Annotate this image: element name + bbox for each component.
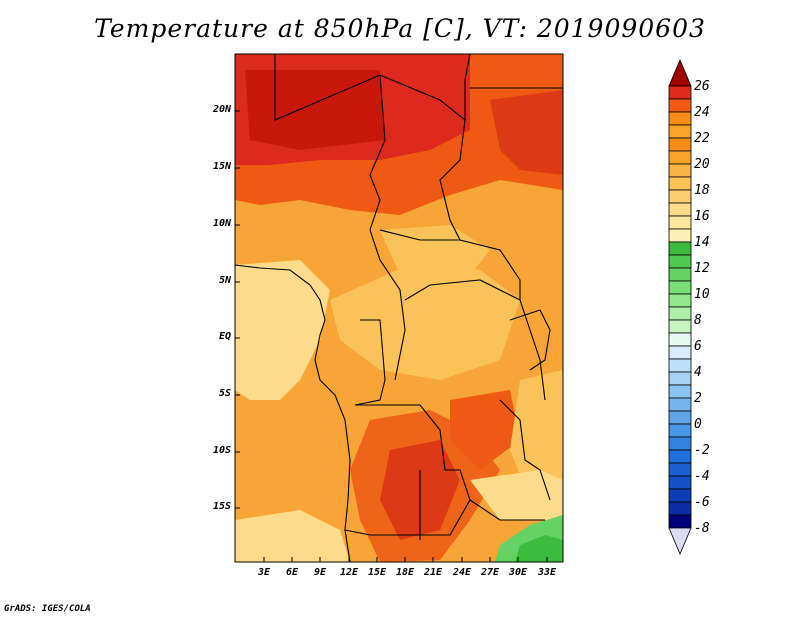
colorbar-label: -4 — [694, 469, 710, 484]
lon-label: 12E — [339, 567, 359, 578]
lon-label: 9E — [313, 567, 327, 578]
colorbar-label: 20 — [694, 157, 710, 172]
lon-label: 18E — [395, 567, 415, 578]
colorbar-label: 12 — [694, 261, 710, 276]
temperature-field — [235, 54, 563, 562]
colorbar-label: -6 — [694, 495, 710, 510]
lat-label: 5N — [218, 275, 231, 286]
colorbar-label: 2 — [694, 391, 702, 406]
colorbar-label: 10 — [694, 287, 710, 302]
colorbar-label: 26 — [694, 79, 710, 94]
lon-label: 27E — [480, 567, 500, 578]
lon-label: 6E — [285, 567, 299, 578]
colorbar-label: 0 — [694, 417, 702, 432]
map-frame — [234, 53, 564, 563]
lat-label: 5S — [218, 388, 231, 399]
lat-label: 10S — [212, 445, 231, 456]
lat-ticks — [235, 110, 240, 509]
colorbar-label: -8 — [694, 521, 710, 536]
lon-label: 3E — [257, 567, 271, 578]
colorbar-label: 22 — [694, 131, 710, 146]
lat-label: 10N — [212, 218, 231, 229]
lat-label: 15N — [212, 161, 231, 172]
colorbar-label: 8 — [694, 313, 702, 328]
colorbar-label: 4 — [694, 365, 702, 380]
colorbar-label: 6 — [694, 339, 702, 354]
lon-label: 21E — [423, 567, 443, 578]
colorbar-cap-bottom — [668, 527, 692, 556]
colorbar-label: 14 — [694, 235, 710, 250]
lon-label: 15E — [367, 567, 387, 578]
lat-label: EQ — [218, 331, 231, 342]
colorbar-label: -2 — [694, 443, 710, 458]
colorbar — [668, 58, 692, 556]
colorbar-label: 16 — [694, 209, 710, 224]
credit-text: GrADS: IGES/COLA — [4, 604, 91, 614]
lon-label: 30E — [508, 567, 528, 578]
lon-label: 33E — [537, 567, 557, 578]
lon-ticks — [263, 557, 548, 562]
map-title: Temperature at 850hPa [C], VT: 201909060… — [94, 14, 706, 43]
country-borders — [235, 54, 563, 562]
colorbar-label: 24 — [694, 105, 710, 120]
lon-label: 24E — [452, 567, 472, 578]
colorbar-cap-top — [668, 58, 692, 87]
lat-label: 20N — [212, 104, 231, 115]
colorbar-label: 18 — [694, 183, 710, 198]
lat-label: 15S — [212, 501, 231, 512]
